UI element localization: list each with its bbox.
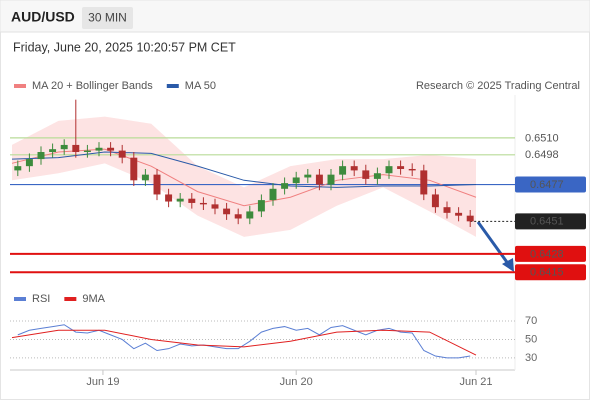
- level-label: 0.6510: [525, 132, 559, 144]
- forecast-arrow: [476, 221, 511, 266]
- candle-body: [292, 177, 300, 184]
- indicator-line: [11, 329, 477, 356]
- candle-body: [385, 166, 393, 174]
- legend-swatch: [14, 297, 26, 301]
- interval: 30 MIN: [88, 11, 127, 25]
- legend-swatch: [14, 84, 26, 88]
- level-label: 0.6428: [530, 248, 564, 260]
- y-tick-label: 50: [525, 333, 537, 345]
- candle-body: [304, 174, 312, 178]
- candle-body: [327, 174, 335, 185]
- level-label: 0.6498: [525, 149, 559, 161]
- forecast-arrowhead: [502, 258, 514, 272]
- legend-swatch: [166, 84, 179, 88]
- candle-body: [257, 200, 265, 212]
- legend-label: RSI: [32, 293, 50, 305]
- candle-body: [246, 211, 254, 219]
- candle-body: [176, 198, 184, 202]
- candle-body: [269, 188, 277, 201]
- level-label: 0.6477: [530, 179, 564, 191]
- candle-body: [223, 208, 231, 215]
- candle-body: [188, 198, 196, 203]
- legend-swatch: [64, 297, 77, 301]
- candle-body: [339, 166, 347, 175]
- level-box: [515, 176, 586, 193]
- x-tick-label: Jun 19: [86, 376, 119, 388]
- indicator-line: [11, 148, 477, 207]
- candle-body: [107, 147, 115, 151]
- level-label: 0.6415: [530, 267, 564, 279]
- y-tick-label: 70: [525, 315, 537, 327]
- candle-body: [281, 183, 289, 189]
- y-tick-label: 30: [525, 352, 537, 364]
- candle-body: [234, 214, 242, 219]
- candle-body: [95, 147, 103, 151]
- level-label: 0.6451: [530, 216, 564, 228]
- candle-body: [443, 207, 451, 213]
- candle-body: [373, 173, 381, 179]
- candle-body: [25, 159, 33, 167]
- indicator-line: [11, 151, 477, 188]
- candle-body: [397, 166, 405, 169]
- candle-body: [408, 168, 416, 171]
- candle-body: [199, 202, 207, 205]
- interval-badge: [82, 7, 133, 29]
- candle-body: [72, 144, 80, 153]
- legend-label: MA 20 + Bollinger Bands: [32, 80, 153, 92]
- candle-body: [60, 144, 68, 150]
- credit: Research © 2025 Trading Central: [416, 80, 580, 92]
- candle-body: [49, 149, 57, 153]
- x-tick-label: Jun 20: [280, 376, 313, 388]
- candle-body: [83, 150, 91, 153]
- candle-body: [455, 212, 463, 216]
- candle-body: [165, 194, 173, 202]
- symbol: AUD/USD: [11, 9, 75, 25]
- candle-body: [37, 152, 45, 160]
- x-tick-label: Jun 21: [459, 376, 492, 388]
- candle-body: [14, 166, 22, 171]
- legend-label: MA 50: [185, 80, 216, 92]
- level-box: [515, 264, 586, 281]
- timestamp: Friday, June 20, 2025 10:20:57 PM CET: [13, 40, 236, 54]
- plot-layer: MA 20 + Bollinger Bands MA 50 Research © 2…: [10, 80, 586, 388]
- candle-body: [141, 174, 149, 181]
- candle-body: [130, 157, 138, 181]
- level-box: [515, 245, 586, 262]
- bollinger-band: [12, 116, 476, 237]
- legend-label: 9MA: [82, 293, 105, 305]
- candle-body: [350, 166, 358, 171]
- level-box: [515, 213, 586, 230]
- candle-body: [420, 170, 428, 195]
- candle-body: [153, 174, 161, 195]
- candle-body: [118, 150, 126, 158]
- candle-body: [362, 170, 370, 179]
- candle-body: [466, 215, 474, 222]
- candle-body: [211, 204, 219, 209]
- candle-body: [431, 194, 439, 208]
- candle-body: [315, 174, 323, 185]
